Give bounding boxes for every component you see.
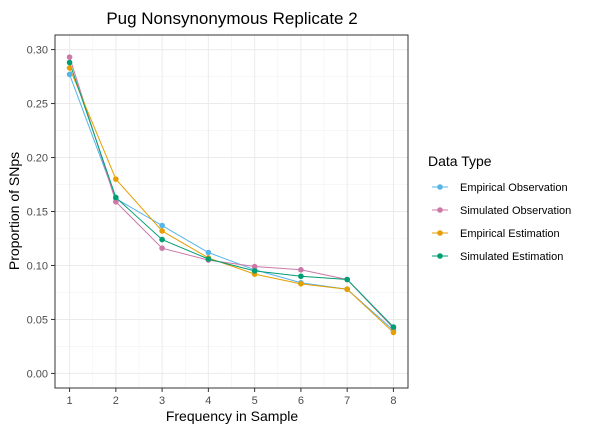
x-tick-label: 5 — [252, 395, 258, 407]
legend-label: Simulated Observation — [460, 205, 571, 217]
y-tick-label: 0.10 — [27, 260, 48, 272]
data-point — [159, 245, 165, 252]
series-lines — [69, 56, 394, 333]
series-line — [69, 56, 394, 329]
data-point — [159, 222, 165, 229]
y-tick-label: 0.15 — [27, 207, 48, 219]
x-tick-label: 1 — [67, 395, 73, 407]
data-point — [298, 266, 304, 273]
data-point — [298, 273, 304, 280]
x-tick-label: 4 — [205, 395, 211, 407]
y-axis: 0.00 0.05 0.10 0.15 0.20 0.25 0.30 — [27, 45, 55, 380]
x-tick-label: 8 — [390, 395, 396, 407]
y-tick-label: 0.20 — [27, 153, 48, 165]
data-point — [66, 54, 73, 60]
legend-key-point — [437, 230, 443, 236]
x-axis: 1 2 3 4 5 6 7 8 — [67, 388, 396, 407]
y-tick-label: 0.25 — [27, 99, 48, 111]
data-point — [298, 281, 304, 287]
data-point — [113, 176, 119, 182]
data-point — [390, 324, 397, 330]
y-tick-label: 0.05 — [27, 314, 48, 326]
data-point — [113, 198, 119, 205]
data-point — [344, 286, 350, 293]
series-line — [69, 62, 394, 328]
legend-item: Empirical Estimation — [432, 228, 560, 240]
x-tick-label: 6 — [298, 395, 304, 407]
chart-title: Pug Nonsynonymous Replicate 2 — [106, 9, 357, 28]
data-point — [66, 59, 73, 66]
data-point — [390, 329, 397, 336]
data-point — [113, 194, 119, 201]
data-point — [205, 249, 212, 256]
y-tick-label: 0.30 — [27, 45, 48, 57]
y-axis-title: Proportion of SNps — [6, 152, 22, 270]
legend-label: Empirical Observation — [460, 182, 568, 194]
legend-title: Data Type — [428, 153, 492, 169]
legend-item: Simulated Estimation — [432, 251, 563, 263]
x-tick-label: 7 — [344, 395, 350, 407]
x-tick-label: 2 — [113, 395, 119, 407]
legend-item: Simulated Observation — [432, 205, 571, 217]
x-tick-label: 3 — [159, 395, 165, 407]
x-axis-title: Frequency in Sample — [166, 408, 299, 424]
data-point — [66, 71, 73, 78]
data-point — [205, 256, 212, 262]
legend-item: Empirical Observation — [432, 182, 568, 194]
series-line — [69, 67, 394, 333]
y-tick-label: 0.00 — [27, 368, 48, 380]
legend-label: Empirical Estimation — [460, 228, 560, 240]
data-point — [66, 65, 73, 71]
legend-key-point — [437, 184, 443, 190]
data-point — [251, 263, 258, 270]
plot-area — [54, 34, 409, 389]
data-point — [159, 228, 165, 234]
series-points — [66, 54, 397, 336]
data-point — [159, 236, 165, 243]
legend-label: Simulated Estimation — [460, 251, 563, 263]
data-point — [344, 276, 350, 283]
legend-key-point — [437, 253, 443, 259]
legend-key-point — [437, 207, 443, 213]
major-gridlines — [55, 35, 408, 388]
data-point — [251, 268, 258, 274]
legend: Data Type Empirical Observation Simulated… — [428, 153, 571, 263]
